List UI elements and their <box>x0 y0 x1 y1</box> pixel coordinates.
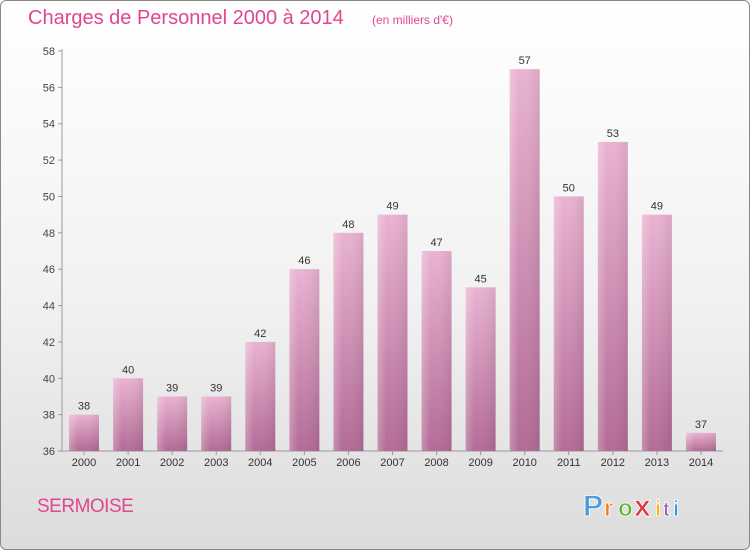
data-label-2007: 49 <box>386 201 398 213</box>
logo-letter: t <box>663 499 670 521</box>
data-label-2005: 46 <box>298 255 310 267</box>
bar-shade-2005 <box>289 269 320 451</box>
bar-shade-2010 <box>509 69 540 451</box>
bar-shade-2012 <box>597 141 628 451</box>
bar-chart: 36 38 40 42 44 46 48 50 52 54 56 58 2000 2001 2002 2003… <box>43 46 723 469</box>
data-label-2000: 38 <box>78 401 90 413</box>
chart-title: Charges de Personnel 2000 à 2014 <box>28 7 344 29</box>
y-tick-label: 58 <box>43 46 55 58</box>
x-tick-label: 2011 <box>557 457 581 469</box>
y-tick-label: 50 <box>43 191 55 203</box>
bar-shade-2001 <box>113 378 144 451</box>
data-label-2001: 40 <box>122 364 134 376</box>
bar-shade-2013 <box>641 214 672 451</box>
bar-shade-2009 <box>465 287 496 451</box>
y-tick-label: 44 <box>43 301 55 313</box>
bar-shade-2000 <box>69 414 100 451</box>
data-label-2009: 45 <box>475 273 487 285</box>
x-tick-label: 2008 <box>424 457 448 469</box>
bar-shade-2011 <box>553 196 584 451</box>
x-tick-label: 2010 <box>512 457 536 469</box>
y-tick-label: 42 <box>43 337 55 349</box>
y-tick-label: 40 <box>43 373 55 385</box>
city-name: SERMOISE <box>37 496 134 517</box>
x-tick-label: 2012 <box>601 457 625 469</box>
y-tick-label: 46 <box>43 264 55 276</box>
data-label-2002: 39 <box>166 382 178 394</box>
logo-letter: o <box>618 495 633 522</box>
data-label-2008: 47 <box>430 237 442 249</box>
x-tick-label: 2001 <box>116 457 140 469</box>
x-tick-label: 2002 <box>160 457 184 469</box>
bars <box>69 69 716 451</box>
data-label-2004: 42 <box>254 328 266 340</box>
data-label-2011: 50 <box>563 182 575 194</box>
y-tick-label: 38 <box>43 410 55 422</box>
y-tick-label: 48 <box>43 228 55 240</box>
bar-shade-2002 <box>157 396 188 451</box>
x-tick-label: 2006 <box>336 457 360 469</box>
bar-shade-2003 <box>201 396 232 451</box>
x-tick-label: 2009 <box>468 457 492 469</box>
data-labels: 38 40 39 39 42 46 48 49 47 45 57 50 53 49 37 <box>78 55 707 431</box>
data-label-2013: 49 <box>651 201 663 213</box>
x-tick-label: 2013 <box>645 457 669 469</box>
chart-subtitle: (en milliers d'€) <box>372 13 453 27</box>
data-label-2006: 48 <box>342 219 354 231</box>
bar-shade-2007 <box>377 214 408 451</box>
y-tick-label: 36 <box>43 446 55 458</box>
logo-letter: r <box>604 495 613 522</box>
y-tick-label: 52 <box>43 155 55 167</box>
data-label-2012: 53 <box>607 128 619 140</box>
data-label-2010: 57 <box>519 55 531 67</box>
logo-letter: x <box>634 490 651 523</box>
x-tick-label: 2004 <box>248 457 272 469</box>
logo-letter: P <box>583 490 603 523</box>
bar-shade-2004 <box>245 341 276 451</box>
bar-shade-2014 <box>685 432 716 451</box>
bar-shade-2006 <box>333 232 364 451</box>
x-tick-label: 2014 <box>689 457 713 469</box>
logo-letter: i <box>655 496 661 521</box>
logo-letter: i <box>673 496 679 521</box>
data-label-2014: 37 <box>695 419 707 431</box>
y-tick-label: 56 <box>43 82 55 94</box>
bar-shade-2008 <box>421 251 452 451</box>
x-tick-label: 2000 <box>72 457 96 469</box>
y-tick-label: 54 <box>43 119 55 131</box>
data-label-2003: 39 <box>210 382 222 394</box>
x-tick-label: 2003 <box>204 457 228 469</box>
x-tick-label: 2005 <box>292 457 316 469</box>
x-tick-label: 2007 <box>380 457 404 469</box>
